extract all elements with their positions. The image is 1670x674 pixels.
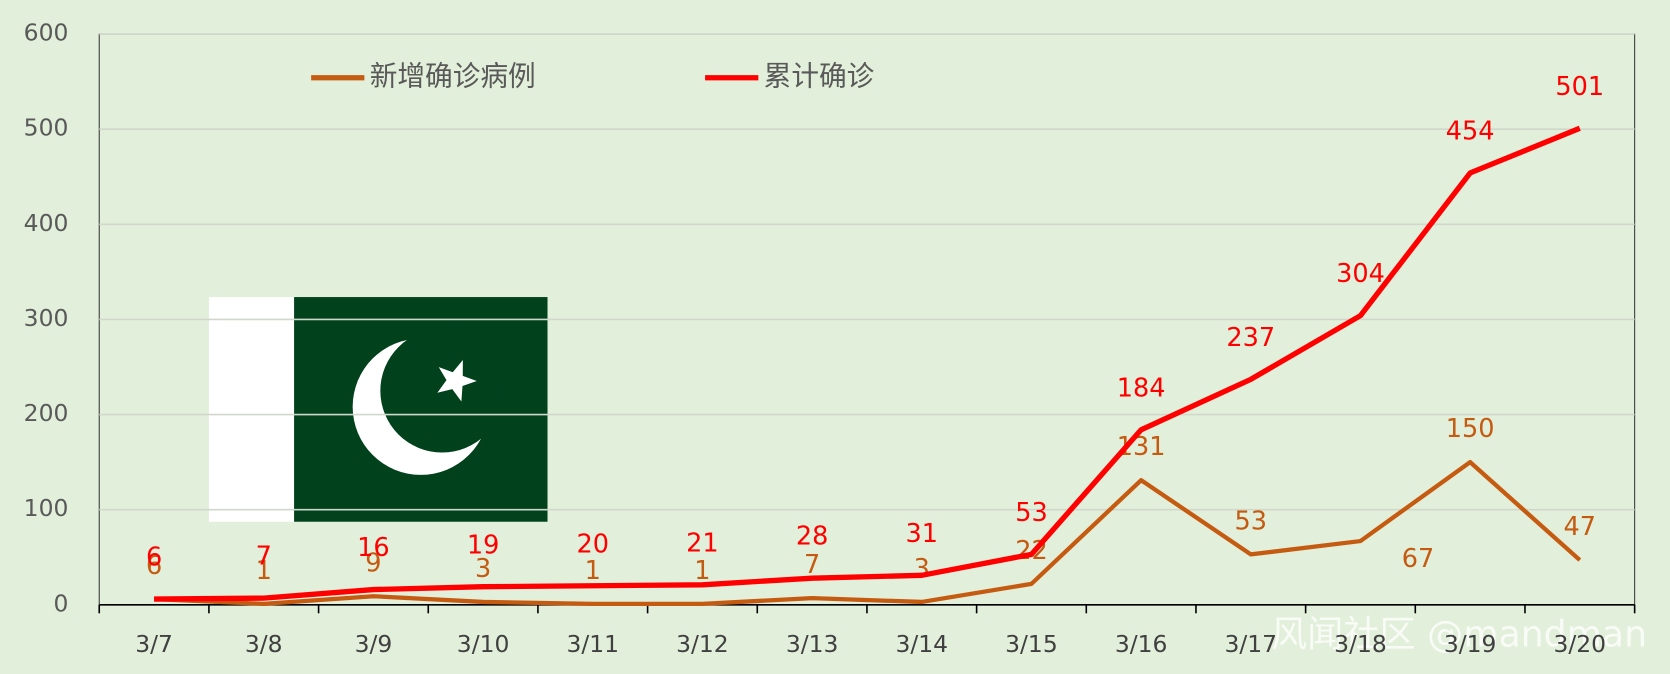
data-label: 3: [914, 554, 930, 584]
y-tick-label: 400: [24, 209, 69, 237]
data-label: 7: [804, 550, 820, 580]
legend-label: 新增确诊病例: [370, 60, 536, 93]
x-tick-label: 3/14: [895, 630, 948, 658]
data-label: 454: [1446, 116, 1495, 146]
data-label: 6: [146, 551, 162, 581]
x-tick-label: 3/11: [566, 630, 619, 658]
data-label: 184: [1117, 373, 1166, 403]
y-tick-label: 600: [24, 19, 69, 47]
data-label: 19: [467, 530, 500, 560]
x-tick-label: 3/7: [135, 630, 173, 658]
x-tick-label: 3/9: [355, 630, 393, 658]
data-label: 21: [686, 528, 719, 558]
data-label: 1: [694, 556, 710, 586]
line-series: [153, 459, 1582, 606]
x-tick-label: 3/15: [1005, 630, 1058, 658]
y-tick-label: 300: [24, 304, 69, 332]
y-tick-label: 500: [24, 114, 69, 142]
y-tick-label: 200: [24, 399, 69, 427]
x-tick-label: 3/12: [676, 630, 729, 658]
x-tick-label: 3/8: [245, 630, 283, 658]
x-tick-label: 3/17: [1225, 630, 1278, 658]
data-label: 47: [1564, 512, 1597, 542]
grid: [98, 33, 1636, 614]
data-label: 9: [365, 548, 381, 578]
y-tick-label: 0: [53, 589, 68, 617]
data-label: 237: [1226, 323, 1275, 353]
data-label: 304: [1336, 259, 1385, 289]
x-tick-label: 3/13: [786, 630, 839, 658]
line-series: [154, 125, 1581, 602]
data-label: 3: [475, 554, 491, 584]
watermark: 风闻社区 @mandman: [1271, 613, 1647, 656]
x-tick-label: 3/10: [457, 630, 510, 658]
flag: [208, 297, 548, 522]
x-tick-label: 3/19: [1444, 630, 1497, 658]
data-label: 67: [1402, 544, 1435, 574]
data-label: 28: [796, 522, 829, 552]
x-tick-label: 3/20: [1554, 630, 1607, 658]
y-tick-label: 100: [24, 494, 69, 522]
data-label: 16: [357, 533, 390, 563]
data-label: 501: [1555, 72, 1604, 102]
data-label: 6: [146, 543, 162, 573]
x-tick-label: 3/18: [1334, 630, 1387, 658]
data-label: 1: [585, 556, 601, 586]
data-label: 53: [1235, 506, 1268, 536]
x-tick-label: 3/16: [1115, 630, 1168, 658]
data-label: 1: [256, 556, 272, 586]
data-label: 7: [256, 542, 272, 572]
data-label: 31: [906, 519, 939, 549]
legend-label: 累计确诊: [764, 60, 875, 93]
data-label: 20: [577, 529, 610, 559]
data-label: 150: [1446, 414, 1495, 444]
data-label: 53: [1015, 498, 1048, 528]
